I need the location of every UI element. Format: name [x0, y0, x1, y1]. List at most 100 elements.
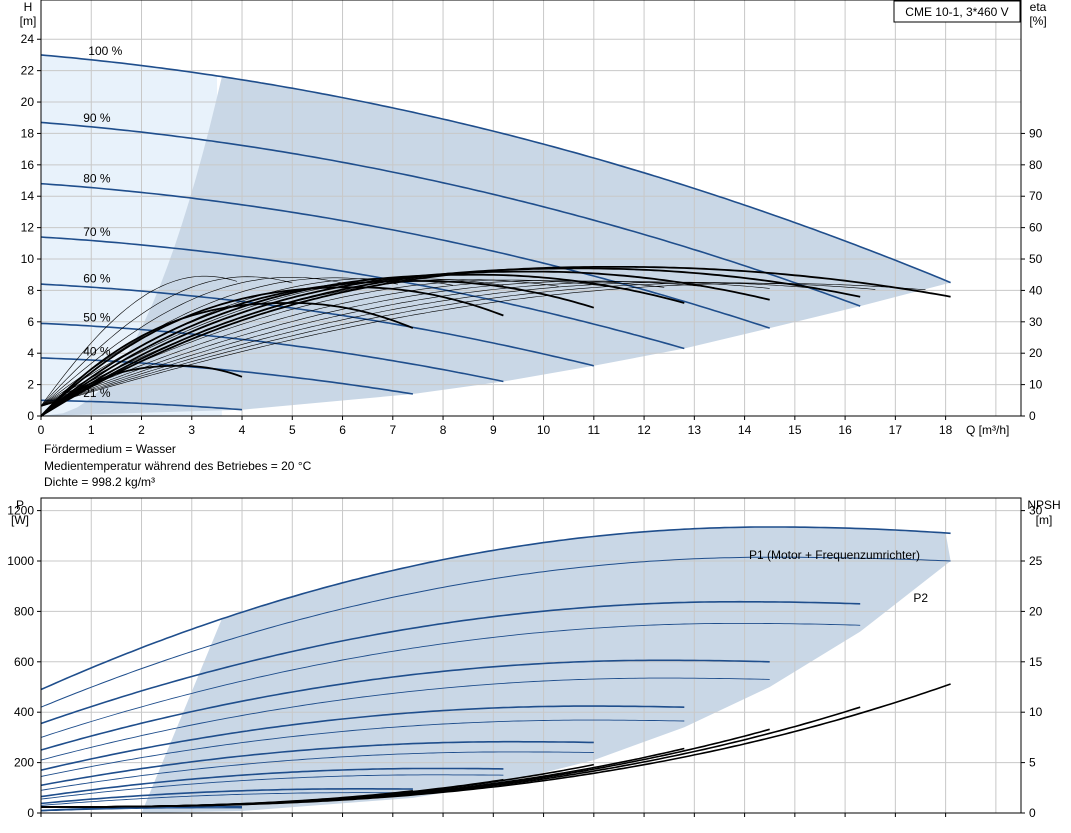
axes: 0 200 400 600 800 1000 1200 0 5 10 15 20 25 30 — [7, 497, 1043, 820]
x-tick-label: 13 — [688, 423, 702, 437]
p2-label: P2 — [913, 591, 928, 605]
p1-speed-curve — [40, 705, 685, 771]
eta-thin-curve — [40, 275, 238, 407]
x-tick-label: 9 — [490, 423, 497, 437]
power-npsh-chart: P1 (Motor + Frequenzumrichter)P202004006… — [7, 497, 1061, 820]
y2-tick-label: 15 — [1029, 655, 1043, 669]
y-tick-label: 6 — [27, 315, 34, 329]
x-tick-label: 12 — [637, 423, 651, 437]
y2-axis-unit: [%] — [1029, 14, 1046, 28]
y2-tick-label: 60 — [1029, 221, 1043, 235]
x-tick-label: 6 — [339, 423, 346, 437]
x-tick-label: 5 — [289, 423, 296, 437]
y2-tick-label: 0 — [1029, 806, 1036, 820]
head-flow-chart: 100 %90 %80 %70 %60 %50 %40 %21 %0246810… — [20, 0, 1047, 437]
y2-tick-label: 30 — [1029, 504, 1043, 518]
p1-speed-curve — [40, 740, 594, 787]
p1-speed-curve — [40, 659, 770, 751]
x-tick-label: 10 — [537, 423, 551, 437]
p1-curve — [40, 526, 951, 691]
y2-tick-label: 10 — [1029, 705, 1043, 719]
npsh-curves — [41, 683, 951, 808]
y-tick-label: 0 — [27, 806, 34, 820]
y2-axis-unit: [m] — [1036, 513, 1053, 527]
temperature-note: Medientemperatur während des Betriebes =… — [44, 459, 312, 473]
npsh-curve — [41, 803, 243, 808]
head-curve — [40, 322, 504, 383]
y-tick-label: 8 — [27, 283, 34, 297]
axes: 0246810121416182022240102030405060708090… — [21, 0, 1043, 437]
operating-region — [141, 527, 951, 813]
y-tick-label: 24 — [21, 32, 35, 46]
y2-tick-label: 50 — [1029, 252, 1043, 266]
x-tick-label: 7 — [389, 423, 396, 437]
p2-speed-curve — [40, 677, 770, 761]
x-tick-label: 11 — [588, 423, 601, 437]
y-tick-label: 200 — [14, 756, 34, 770]
eta-thin-curve — [40, 281, 770, 407]
x-tick-label: 0 — [38, 423, 45, 437]
y-tick-label: 10 — [21, 252, 35, 266]
y-tick-label: 1000 — [7, 554, 34, 568]
x-tick-label: 4 — [239, 423, 246, 437]
y2-axis-label: NPSH — [1027, 498, 1060, 512]
chart-title: CME 10-1, 3*460 V — [905, 5, 1008, 19]
power-curves: P1 (Motor + Frequenzumrichter) P2 — [40, 526, 951, 812]
y-tick-label: 400 — [14, 705, 34, 719]
y-tick-label: 12 — [21, 221, 35, 235]
y-tick-label: 14 — [21, 189, 35, 203]
y-axis-unit: [m] — [20, 14, 37, 28]
eta-thin-curve — [40, 280, 665, 407]
y-tick-label: 18 — [21, 126, 35, 140]
p1-speed-curve — [40, 788, 413, 805]
y2-tick-label: 5 — [1029, 756, 1036, 770]
eta-thin-curve — [40, 283, 926, 407]
x-tick-label: 18 — [939, 423, 953, 437]
p2-speed-curve — [40, 622, 861, 738]
grid — [40, 0, 1021, 417]
medium-note: Fördermedium = Wasser — [44, 442, 176, 456]
eta-thin-curve — [40, 277, 398, 407]
x-tick-label: 14 — [738, 423, 752, 437]
x-axis-label: Q [m³/h] — [966, 423, 1009, 437]
head-curve — [40, 283, 595, 367]
speed-label: 90 % — [83, 111, 111, 125]
title-box: CME 10-1, 3*460 V — [893, 0, 1021, 23]
y-tick-label: 20 — [21, 95, 35, 109]
operating-region — [41, 54, 951, 417]
y-tick-label: 0 — [27, 409, 34, 423]
eta-thin-curve — [40, 279, 609, 407]
head-curve — [40, 399, 243, 411]
p2-speed-curve — [40, 774, 504, 800]
grid — [40, 498, 1021, 814]
y-axis-unit: [W] — [11, 513, 29, 527]
speed-label: 60 % — [83, 271, 111, 285]
x-tick-label: 8 — [440, 423, 447, 437]
eta-thin-curve — [40, 279, 559, 407]
speed-label: 21 % — [83, 386, 111, 400]
y-tick-label: 600 — [14, 655, 34, 669]
eta-thin-curve — [40, 277, 454, 407]
y-tick-label: 16 — [21, 158, 35, 172]
p1-speed-curve — [40, 600, 861, 725]
eta-thin-curve — [40, 277, 348, 407]
eta-thin-curve — [40, 282, 876, 407]
x-tick-label: 15 — [788, 423, 802, 437]
head-curve — [40, 182, 770, 329]
eta-thin-curve — [40, 281, 821, 407]
p2-speed-curve — [40, 807, 243, 812]
speed-label: 80 % — [83, 172, 111, 186]
x-tick-label: 3 — [188, 423, 195, 437]
p2-curve — [40, 556, 951, 708]
y-tick-label: 800 — [14, 604, 34, 618]
eta-thin-curve — [40, 280, 715, 407]
head-curve — [40, 54, 951, 284]
head-curves: 100 % 90 % 80 % 70 % 60 % 50 % 40 % 21 % — [40, 44, 951, 411]
y2-tick-label: 80 — [1029, 158, 1043, 172]
eta-thin-curve — [40, 278, 504, 407]
eta-thin-curves — [40, 275, 926, 407]
y-tick-label: 2 — [27, 378, 34, 392]
y2-tick-label: 20 — [1029, 604, 1043, 618]
speed-label: 100 % — [88, 44, 122, 58]
